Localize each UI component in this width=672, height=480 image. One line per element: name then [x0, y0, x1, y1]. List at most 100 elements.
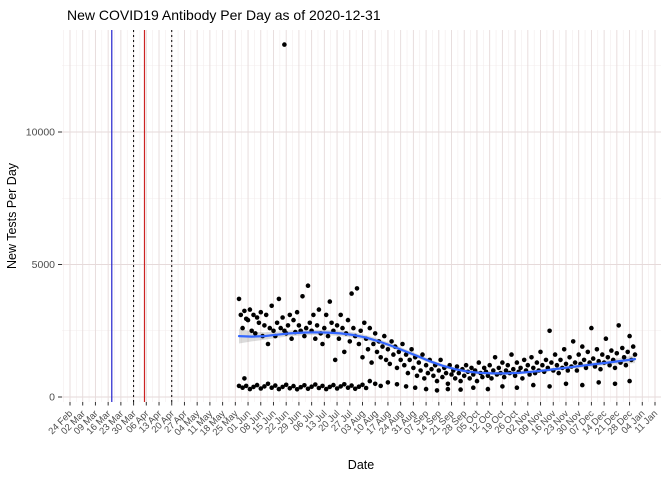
- data-point: [309, 384, 314, 390]
- data-point: [320, 341, 325, 347]
- data-point: [620, 345, 625, 351]
- y-tick-label: 0: [49, 392, 55, 404]
- data-point: [589, 325, 594, 331]
- data-point: [581, 357, 587, 363]
- data-point: [320, 383, 325, 389]
- data-point: [276, 296, 282, 302]
- data-point: [287, 312, 293, 318]
- data-point: [253, 331, 258, 336]
- data-point: [471, 385, 476, 391]
- trend-line: [237, 331, 637, 375]
- data-point: [529, 355, 534, 360]
- data-point: [496, 365, 502, 371]
- data-point: [607, 362, 612, 368]
- data-point: [282, 42, 287, 47]
- data-point: [269, 385, 275, 391]
- data-point: [342, 349, 347, 355]
- data-point: [332, 357, 338, 363]
- data-point: [403, 384, 409, 389]
- data-point: [598, 366, 603, 372]
- data-point: [445, 381, 451, 387]
- data-point: [456, 370, 462, 376]
- data-point: [371, 341, 376, 347]
- data-point: [291, 317, 296, 323]
- data-point: [291, 383, 296, 389]
- data-point: [487, 362, 493, 368]
- data-point: [338, 384, 344, 389]
- data-point: [556, 370, 561, 376]
- data-point: [316, 307, 322, 312]
- data-point: [236, 383, 242, 389]
- data-point: [276, 386, 282, 392]
- event-vlines: [111, 30, 173, 402]
- data-point: [614, 351, 620, 356]
- data-point: [501, 374, 507, 380]
- data-point: [289, 336, 294, 342]
- data-point: [605, 355, 611, 360]
- confidence-band-area: [239, 328, 635, 375]
- data-point: [398, 357, 404, 363]
- data-point: [445, 386, 451, 392]
- data-point: [351, 325, 356, 331]
- data-point: [458, 378, 463, 384]
- data-point: [302, 333, 307, 339]
- data-point: [280, 384, 285, 390]
- data-point: [527, 372, 532, 377]
- data-point: [298, 384, 304, 390]
- data-point: [512, 373, 518, 379]
- data-point: [369, 360, 374, 365]
- data-point: [623, 362, 629, 368]
- data-point: [242, 308, 247, 314]
- data-point: [391, 352, 396, 357]
- data-point: [500, 384, 505, 389]
- data-point: [385, 380, 391, 385]
- data-point: [394, 365, 400, 371]
- data-point: [327, 384, 333, 390]
- data-point: [349, 291, 354, 296]
- data-point: [305, 283, 311, 289]
- data-point: [294, 309, 300, 315]
- data-point: [438, 357, 443, 363]
- data-point: [258, 386, 264, 391]
- data-point: [240, 385, 245, 391]
- data-point: [434, 378, 440, 384]
- data-point: [280, 315, 285, 320]
- data-point: [367, 325, 373, 331]
- confidence-band: [239, 328, 635, 375]
- data-point: [300, 294, 305, 299]
- data-point: [265, 381, 271, 387]
- data-point: [367, 378, 373, 384]
- grid-major-lines: [62, 30, 661, 402]
- data-point: [480, 374, 485, 380]
- data-point: [243, 383, 249, 389]
- data-point: [342, 382, 347, 387]
- data-point: [520, 376, 525, 381]
- x-axis-ticks: [69, 402, 656, 406]
- data-point: [354, 286, 360, 291]
- data-point: [514, 360, 520, 365]
- data-point: [540, 362, 545, 368]
- data-point: [245, 317, 251, 323]
- data-point: [247, 307, 253, 312]
- data-point: [449, 372, 454, 377]
- data-point: [431, 373, 436, 379]
- data-point: [596, 358, 601, 364]
- data-point: [247, 386, 253, 392]
- data-point: [492, 355, 498, 360]
- data-point: [313, 336, 318, 342]
- data-point: [538, 349, 543, 355]
- data-point: [500, 360, 505, 365]
- data-point: [374, 349, 380, 355]
- data-point: [596, 380, 601, 385]
- data-point: [521, 357, 527, 363]
- data-point: [265, 341, 271, 347]
- data-point: [402, 362, 407, 368]
- data-point: [414, 373, 420, 379]
- data-point: [240, 325, 245, 331]
- data-point: [325, 333, 331, 339]
- data-point: [485, 386, 491, 392]
- y-axis-ticks: [58, 131, 62, 398]
- data-point: [600, 352, 605, 357]
- data-point: [485, 373, 491, 379]
